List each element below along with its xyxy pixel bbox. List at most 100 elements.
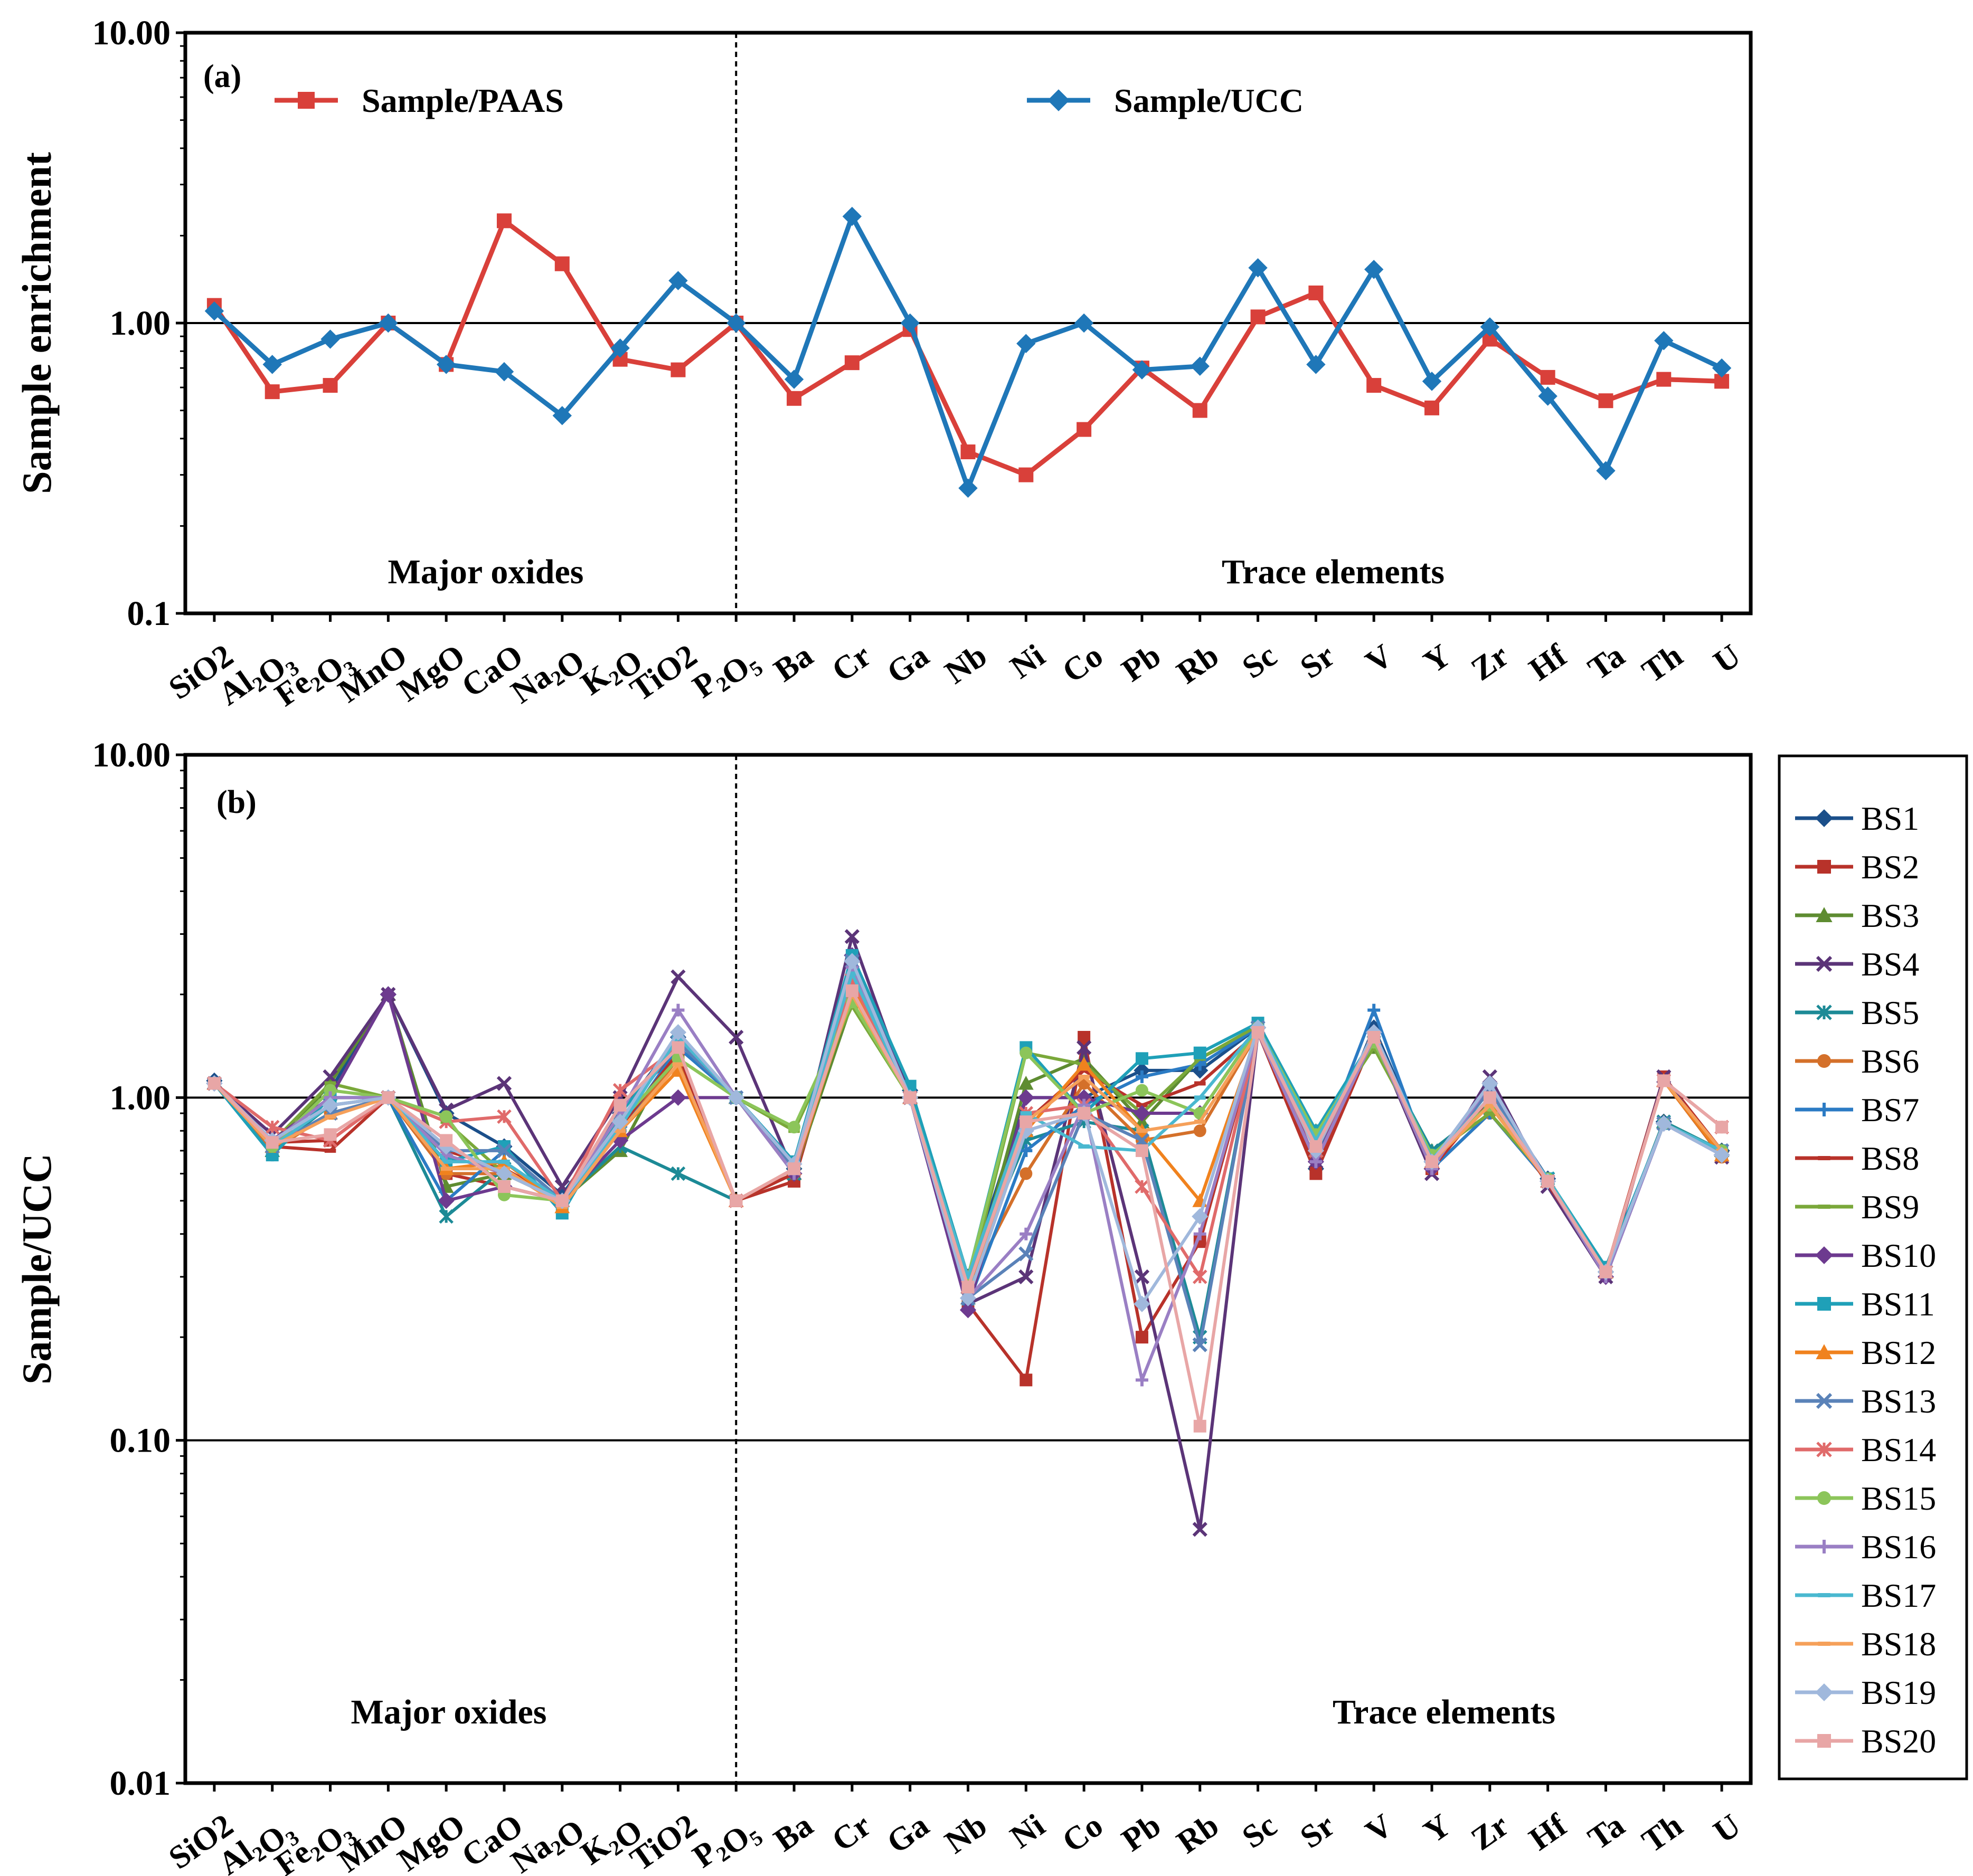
legend-label: BS3 <box>1861 897 1919 934</box>
data-point <box>324 1114 336 1119</box>
data-point <box>440 1167 452 1171</box>
data-point <box>1306 355 1326 374</box>
legend-label: BS17 <box>1861 1577 1936 1614</box>
data-point <box>1134 1269 1150 1284</box>
data-point <box>1019 1373 1033 1387</box>
data-point <box>730 1194 743 1207</box>
legend-label: BS7 <box>1861 1091 1919 1129</box>
data-point <box>1132 360 1152 380</box>
legend: Sample/PAAS Sample/UCC <box>275 82 1304 119</box>
data-point <box>265 384 280 400</box>
region-label: Major oxides <box>388 553 584 591</box>
data-point <box>440 1110 453 1123</box>
data-point <box>1018 1246 1034 1262</box>
data-point <box>1192 1337 1207 1352</box>
data-point <box>671 969 686 984</box>
data-point <box>439 1209 454 1224</box>
x-tick-label: V <box>1360 1807 1400 1851</box>
x-tick-label: Rb <box>1170 638 1225 691</box>
legend-box <box>1778 754 1968 1780</box>
data-point <box>1713 1147 1730 1163</box>
data-point <box>1194 1095 1206 1100</box>
data-point <box>382 1091 395 1104</box>
data-point <box>1135 1373 1148 1387</box>
data-point <box>1192 1208 1209 1225</box>
data-point <box>613 1098 627 1112</box>
data-point <box>552 406 572 425</box>
x-tick-label: Ba <box>768 638 819 689</box>
data-point <box>322 1097 339 1114</box>
legend-label: BS6 <box>1861 1043 1919 1080</box>
data-point <box>960 444 976 460</box>
data-point <box>1816 1442 1832 1457</box>
data-point <box>496 1076 512 1091</box>
data-point <box>1078 1074 1090 1079</box>
data-point <box>1135 1052 1148 1065</box>
data-point <box>497 1180 511 1193</box>
y-tick-label: 0.1 <box>127 594 171 633</box>
series-line <box>213 953 1723 1312</box>
data-point <box>323 1069 338 1085</box>
series-line <box>213 972 1723 1278</box>
data-point <box>1018 1269 1034 1284</box>
data-point <box>844 355 860 371</box>
x-tick-label: Ta <box>1582 1807 1631 1857</box>
data-point <box>1017 1089 1034 1106</box>
data-point <box>1426 1155 1439 1168</box>
data-point <box>788 1162 801 1176</box>
data-point <box>1136 1129 1148 1133</box>
data-point <box>1817 1734 1831 1748</box>
panel-a: 0.11.0010.00SiO2Al2O3Fe2O3MnOMgOCaONa2OK… <box>14 14 1753 714</box>
data-point <box>1193 1227 1206 1240</box>
data-point <box>320 329 340 349</box>
x-tick-label: Zr <box>1465 638 1515 688</box>
x-tick-label: Pb <box>1116 638 1167 689</box>
data-point <box>1817 1297 1831 1311</box>
data-point <box>1077 422 1092 437</box>
data-point <box>1816 1344 1833 1359</box>
y-tick-label: 10.00 <box>92 736 171 774</box>
data-point <box>1134 1295 1150 1312</box>
x-tick-label: Sc <box>1236 1807 1283 1855</box>
data-point <box>1194 1081 1206 1086</box>
data-point <box>962 1274 974 1279</box>
y-tick-label: 0.01 <box>110 1764 171 1803</box>
legend-label: BS18 <box>1861 1625 1936 1663</box>
data-point <box>844 929 860 944</box>
data-point <box>726 313 746 333</box>
data-point <box>610 338 630 358</box>
x-tick-label: Ga <box>881 1807 936 1861</box>
data-point <box>496 1165 513 1182</box>
data-point <box>1817 1540 1831 1553</box>
data-point <box>669 1024 687 1041</box>
y-axis-label: Sample/UCC <box>14 1153 60 1385</box>
legend-label: BS16 <box>1861 1528 1936 1566</box>
x-tick-label: V <box>1360 638 1400 681</box>
legend-label: BS5 <box>1861 994 1919 1031</box>
legend-label: BS19 <box>1861 1674 1936 1711</box>
data-point <box>1019 1144 1033 1157</box>
data-point <box>1192 403 1207 418</box>
data-point <box>1078 1107 1091 1120</box>
data-point <box>787 391 802 406</box>
legend-label: BS2 <box>1861 848 1919 886</box>
data-point <box>842 206 862 226</box>
data-point <box>671 1166 686 1181</box>
data-point <box>1193 1124 1206 1138</box>
data-point <box>1019 1115 1033 1129</box>
x-tick-label: Zr <box>1465 1807 1515 1858</box>
x-tick-label: Ta <box>1582 638 1631 687</box>
series-Sample/PAAS <box>206 213 1730 482</box>
data-point <box>324 1128 337 1141</box>
data-point <box>1816 955 1833 972</box>
data-point <box>1484 1103 1496 1107</box>
data-point <box>1818 1205 1830 1209</box>
data-point <box>1364 260 1384 279</box>
series-BS7 <box>207 961 1729 1311</box>
region-label: Trace elements <box>1222 553 1445 591</box>
x-tick-label: Th <box>1636 1807 1689 1860</box>
data-point <box>298 92 315 109</box>
legend-label: BS13 <box>1861 1382 1936 1420</box>
data-point <box>846 971 858 976</box>
